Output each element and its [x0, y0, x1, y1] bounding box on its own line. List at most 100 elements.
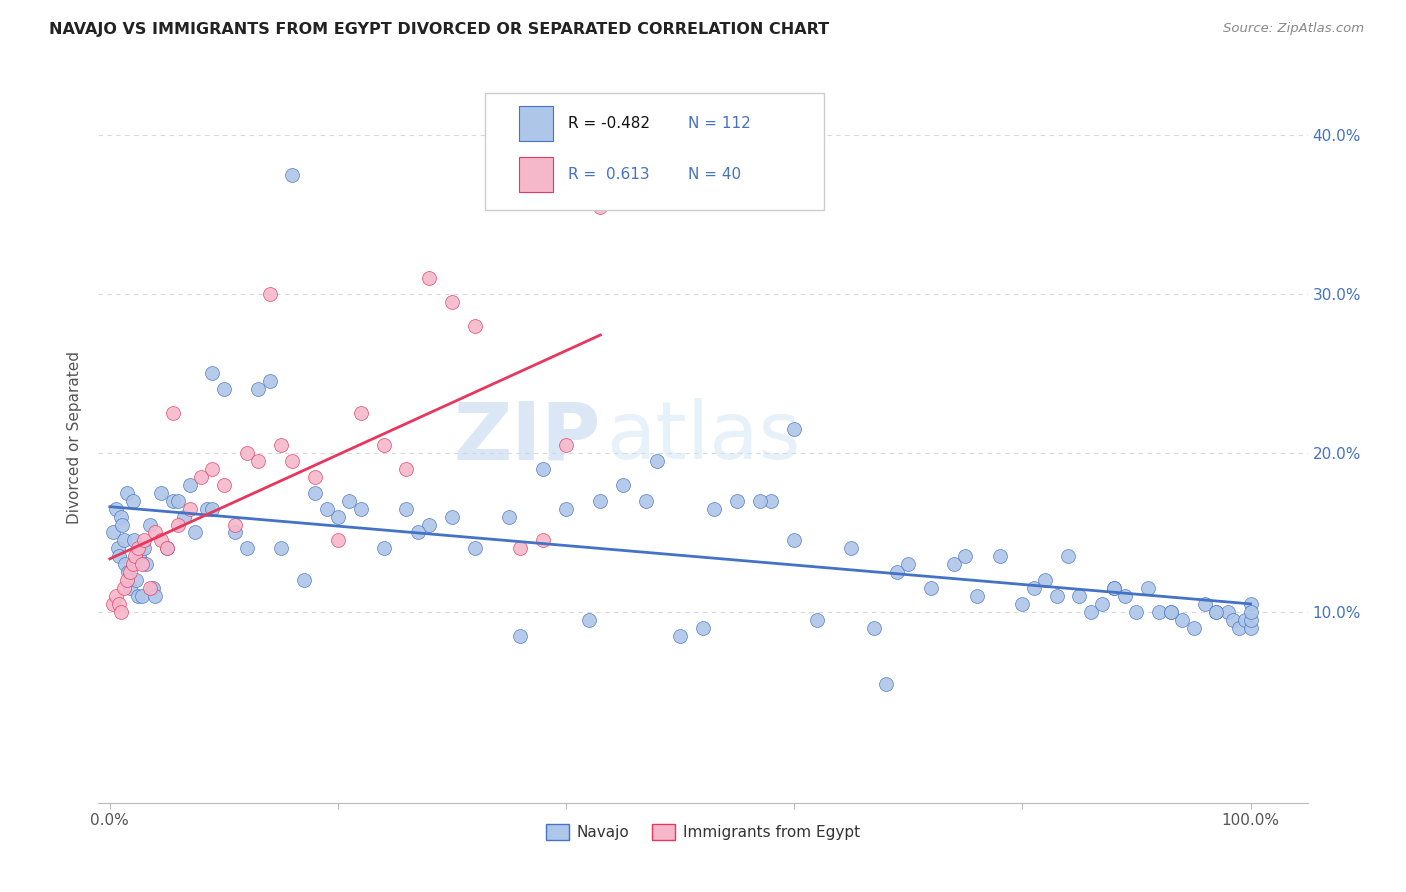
Point	[122, 533, 145, 548]
Point	[167, 517, 190, 532]
Point	[647, 454, 669, 468]
Point	[150, 485, 173, 500]
Point	[988, 549, 1011, 564]
Point	[270, 438, 292, 452]
Text: R =  0.613: R = 0.613	[568, 167, 650, 182]
Point	[201, 462, 224, 476]
Point	[145, 525, 167, 540]
Point	[1046, 589, 1069, 603]
Point	[955, 549, 977, 564]
Point	[235, 446, 257, 460]
Point	[1149, 605, 1171, 619]
Point	[132, 541, 155, 556]
Legend: Navajo, Immigrants from Egypt: Navajo, Immigrants from Egypt	[540, 818, 866, 847]
Point	[1227, 621, 1250, 635]
Point	[612, 477, 634, 491]
Point	[179, 477, 201, 491]
Point	[201, 367, 224, 381]
Point	[1160, 605, 1182, 619]
Point	[135, 558, 157, 572]
Text: N = 112: N = 112	[689, 116, 751, 131]
Point	[304, 485, 326, 500]
Text: atlas: atlas	[606, 398, 800, 476]
Point	[441, 509, 464, 524]
Point	[578, 613, 600, 627]
Point	[150, 533, 173, 548]
Point	[418, 271, 440, 285]
Point	[195, 501, 218, 516]
Point	[1091, 597, 1114, 611]
FancyBboxPatch shape	[485, 94, 824, 211]
Point	[942, 558, 965, 572]
Point	[1102, 581, 1125, 595]
Point	[1057, 549, 1080, 564]
Point	[839, 541, 862, 556]
Point	[108, 597, 131, 611]
Point	[112, 581, 135, 595]
Point	[127, 541, 149, 556]
Point	[131, 558, 153, 572]
Point	[224, 517, 246, 532]
Point	[509, 629, 531, 643]
Point	[589, 200, 612, 214]
Point	[373, 438, 395, 452]
Point	[464, 318, 486, 333]
Point	[184, 525, 207, 540]
Point	[173, 509, 195, 524]
Point	[235, 541, 257, 556]
Point	[108, 549, 131, 564]
Point	[589, 493, 612, 508]
Point	[966, 589, 988, 603]
Point	[247, 383, 270, 397]
Point	[104, 501, 127, 516]
Point	[1102, 581, 1125, 595]
Point	[115, 485, 138, 500]
Point	[1114, 589, 1136, 603]
Point	[127, 589, 149, 603]
Point	[247, 454, 270, 468]
Point	[703, 501, 725, 516]
Point	[259, 375, 281, 389]
Point	[1022, 581, 1045, 595]
Point	[114, 558, 136, 572]
Point	[179, 501, 201, 516]
Point	[1160, 605, 1182, 619]
Point	[1205, 605, 1227, 619]
Point	[156, 541, 179, 556]
Point	[162, 406, 184, 420]
Point	[304, 470, 326, 484]
Point	[1069, 589, 1091, 603]
Point	[920, 581, 942, 595]
Point	[783, 422, 806, 436]
Point	[139, 517, 162, 532]
Point	[555, 438, 578, 452]
Point	[1125, 605, 1147, 619]
Point	[875, 676, 897, 690]
Point	[373, 541, 395, 556]
Text: Source: ZipAtlas.com: Source: ZipAtlas.com	[1223, 22, 1364, 36]
Point	[121, 493, 143, 508]
Text: N = 40: N = 40	[689, 167, 741, 182]
Point	[1033, 573, 1056, 587]
Point	[406, 525, 429, 540]
Point	[132, 533, 155, 548]
Point	[418, 517, 440, 532]
Point	[125, 573, 148, 587]
Point	[131, 589, 153, 603]
Point	[555, 501, 578, 516]
Y-axis label: Divorced or Separated: Divorced or Separated	[67, 351, 83, 524]
Text: R = -0.482: R = -0.482	[568, 116, 650, 131]
Point	[806, 613, 828, 627]
Point	[190, 470, 212, 484]
Text: NAVAJO VS IMMIGRANTS FROM EGYPT DIVORCED OR SEPARATED CORRELATION CHART: NAVAJO VS IMMIGRANTS FROM EGYPT DIVORCED…	[49, 22, 830, 37]
Point	[350, 501, 373, 516]
Point	[115, 573, 138, 587]
Point	[1011, 597, 1033, 611]
Point	[270, 541, 292, 556]
Bar	[519, 157, 553, 192]
Point	[103, 525, 125, 540]
Point	[1233, 613, 1256, 627]
Point	[531, 462, 554, 476]
Point	[281, 168, 304, 182]
Point	[441, 294, 464, 309]
